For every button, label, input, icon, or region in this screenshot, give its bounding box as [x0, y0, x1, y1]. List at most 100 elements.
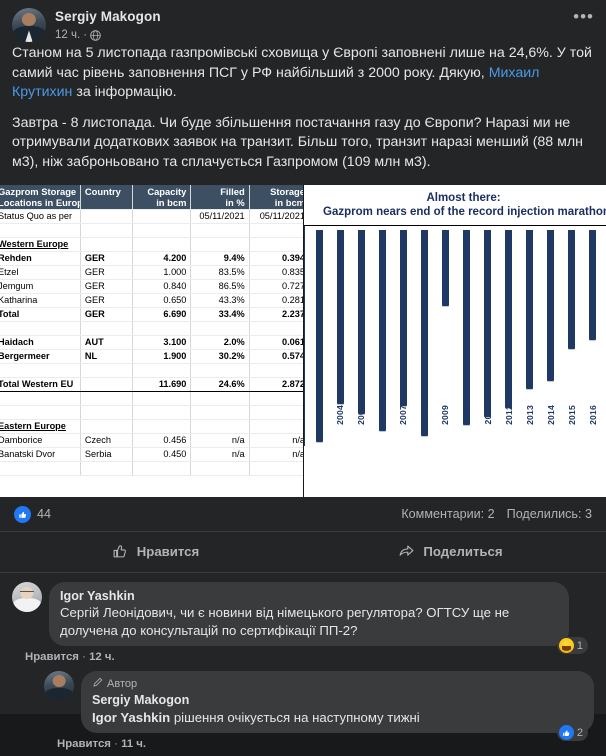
comments-count[interactable]: Комментарии: 2: [401, 507, 494, 521]
table-cell: GER: [80, 307, 132, 321]
table-cell: 0.835: [249, 265, 302, 279]
gazprom-injection-chart: Almost there: Gazprom nears end of the r…: [304, 185, 606, 497]
table-row: [0, 391, 303, 405]
chart-bar: [526, 230, 533, 389]
post-text: Станом на 5 листопада газпромівські схов…: [0, 40, 606, 185]
table-cell: 6.690: [133, 307, 191, 321]
comments-section: Igor Yashkin Сергій Леонідович, чи є нов…: [0, 573, 606, 756]
reply-author-name[interactable]: Sergiy Makogon: [92, 692, 583, 708]
post-author-name[interactable]: Sergiy Makogon: [55, 9, 161, 26]
pen-icon: [92, 677, 103, 691]
table-cell: Katharina: [0, 293, 80, 307]
table-cell: 0.450: [133, 447, 191, 461]
chart-x-tick: 2014: [540, 402, 561, 446]
chart-bar: [442, 230, 449, 306]
table-cell: GER: [80, 293, 132, 307]
table-cell: n/a: [191, 447, 249, 461]
attachment-chart[interactable]: Almost there: Gazprom nears end of the r…: [303, 185, 606, 497]
table-cell: [249, 461, 302, 475]
like-button[interactable]: Нравится: [8, 535, 303, 569]
reply-text: Igor Yashkin рішення очікується на насту…: [92, 709, 583, 727]
table-cell: [0, 461, 80, 475]
reply-mention[interactable]: Igor Yashkin: [92, 710, 170, 725]
comment-author-name[interactable]: Igor Yashkin: [60, 588, 558, 604]
chart-bar-cell: [519, 230, 540, 389]
chart-x-tick: 2011: [477, 402, 498, 446]
author-badge: Автор: [92, 677, 583, 691]
table-cell: [133, 321, 191, 335]
avatar[interactable]: [12, 8, 46, 42]
like-button-label: Нравится: [137, 544, 199, 559]
reactions-summary[interactable]: 44: [14, 506, 51, 523]
post-paragraph-1: Станом на 5 листопада газпромівські схов…: [12, 44, 594, 103]
table-cell: [133, 237, 191, 251]
post-paragraph-2: Завтра - 8 листопада. Чи буде збільшення…: [12, 114, 594, 173]
chart-bar: [484, 230, 491, 417]
table-row: [0, 405, 303, 419]
table-cell: 33.4%: [191, 307, 249, 321]
comment-item: Igor Yashkin Сергій Леонідович, чи є нов…: [12, 582, 594, 647]
post-actions: Нравится Поделиться: [0, 532, 606, 573]
chart-bar-cell: [435, 230, 456, 306]
reply-footer-separator: ·: [114, 738, 121, 750]
table-cell: Status Quo as per: [0, 209, 80, 223]
table-cell: [191, 419, 249, 433]
chart-bar: [400, 230, 407, 406]
comment-timestamp[interactable]: 12 ч.: [89, 651, 115, 663]
avatar[interactable]: [12, 582, 42, 612]
reply-like-link[interactable]: Нравится: [57, 738, 111, 750]
table-cell: 0.061: [249, 335, 302, 349]
post-stats: 44 Комментарии: 2 Поделились: 3: [0, 497, 606, 532]
table-cell: [80, 377, 132, 391]
post-timestamp[interactable]: 12 ч.: [55, 28, 80, 42]
table-cell: [80, 223, 132, 237]
chart-x-tick: 2013: [519, 402, 540, 446]
reply-timestamp[interactable]: 11 ч.: [121, 738, 146, 750]
chart-x-tick: 2008: [414, 402, 435, 446]
share-button-label: Поделиться: [423, 544, 502, 559]
reply-reaction-badge[interactable]: 2: [557, 724, 588, 741]
table-cell: 3.100: [133, 335, 191, 349]
chart-bar-cell: [330, 230, 351, 404]
comment-like-link[interactable]: Нравится: [25, 651, 79, 663]
table-cell: Banatski Dvor: [0, 447, 80, 461]
globe-icon[interactable]: [90, 30, 101, 41]
comment-reaction-count: 1: [577, 640, 583, 652]
reply-reaction-count: 2: [577, 727, 583, 739]
author-badge-label: Автор: [107, 678, 137, 690]
chart-x-tick: 2007: [393, 402, 414, 446]
shares-count[interactable]: Поделились: 3: [507, 507, 592, 521]
table-cell: Rehden: [0, 251, 80, 265]
table-cell: Czech: [80, 433, 132, 447]
table-cell: NL: [80, 349, 132, 363]
table-cell: Etzel: [0, 265, 80, 279]
table-cell: [249, 419, 302, 433]
chart-bar: [589, 230, 596, 340]
table-cell: [249, 237, 302, 251]
table-cell: AUT: [80, 335, 132, 349]
chart-bar-cell: [561, 230, 582, 349]
post-author-block: Sergiy Makogon 12 ч. ·: [55, 8, 161, 42]
avatar[interactable]: [44, 671, 74, 701]
chart-bar-cell: [582, 230, 603, 340]
ellipsis-icon[interactable]: •••: [573, 12, 594, 22]
share-button[interactable]: Поделиться: [303, 535, 598, 569]
table-cell: Haidach: [0, 335, 80, 349]
table-cell: GER: [80, 251, 132, 265]
table-cell: 2.872: [249, 377, 302, 391]
table-cell: 05/11/2021: [191, 209, 249, 223]
thumbs-up-outline-icon: [112, 542, 129, 562]
table-cell: 0.727: [249, 279, 302, 293]
comment-reaction-badge[interactable]: 1: [557, 637, 588, 654]
chart-x-tick: 2005: [351, 402, 372, 446]
